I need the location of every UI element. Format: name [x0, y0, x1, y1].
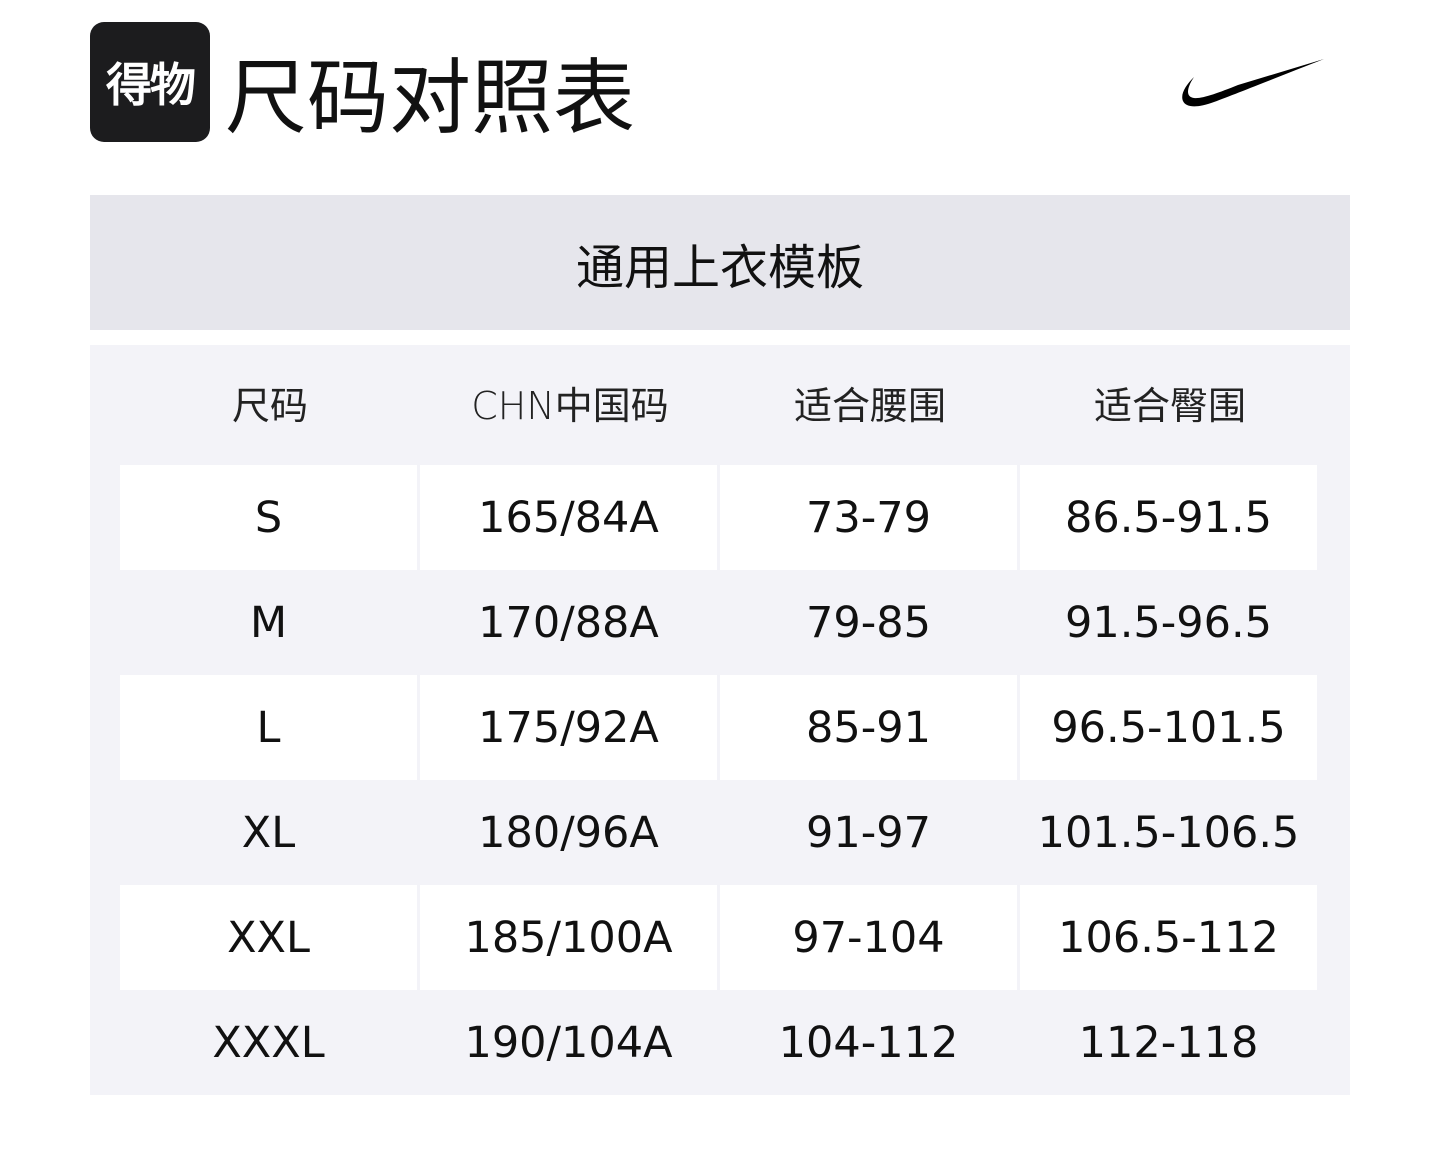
table-cell: 85-91 — [720, 675, 1017, 780]
table-cell: 104-112 — [778, 1017, 959, 1068]
table-cell: 101.5-106.5 — [1037, 807, 1300, 858]
table-cell: 165/84A — [420, 465, 717, 570]
table-row: XXL 185/100A 97-104 106.5-112 — [120, 885, 1320, 990]
page-title: 尺码对照表 — [225, 51, 636, 146]
column-header: 适合腰围 — [793, 384, 946, 428]
table-cell: 73-79 — [720, 465, 1017, 570]
table-cell: 91-97 — [806, 807, 931, 858]
table-cell: 97-104 — [720, 885, 1017, 990]
table-row: L 175/92A 85-91 96.5-101.5 — [120, 675, 1320, 780]
table-row: M 170/88A 79-85 91.5-96.5 — [120, 570, 1320, 675]
table-cell: 185/100A — [420, 885, 717, 990]
table-cell: 91.5-96.5 — [1064, 597, 1272, 648]
nike-swoosh-logo — [1182, 59, 1324, 107]
template-title: 通用上衣模板 — [90, 195, 1350, 330]
table-cell: 86.5-91.5 — [1020, 465, 1317, 570]
table-row: S 165/84A 73-79 86.5-91.5 — [120, 465, 1320, 570]
column-header: 适合臀围 — [1093, 384, 1246, 428]
table-cell: XXXL — [212, 1017, 325, 1068]
table-cell: 96.5-101.5 — [1020, 675, 1317, 780]
table-cell: 79-85 — [806, 597, 931, 648]
table-cell: L — [120, 675, 417, 780]
table-cell: 112-118 — [1078, 1017, 1259, 1068]
table-header: 尺码 CHN中国码 适合腰围 适合臀围 — [120, 345, 1320, 460]
table-cell: XXL — [120, 885, 417, 990]
table-cell: 190/104A — [464, 1017, 673, 1068]
column-header: 尺码 — [231, 384, 308, 428]
table-cell: XL — [241, 807, 296, 858]
table-cell: 106.5-112 — [1020, 885, 1317, 990]
size-table: 尺码 CHN中国码 适合腰围 适合臀围 S 165/84A 73-79 86.5-91… — [90, 345, 1350, 1095]
table-cell: S — [120, 465, 417, 570]
dewu-logo: 得物 — [90, 22, 210, 142]
table-cell: 175/92A — [420, 675, 717, 780]
table-cell: M — [249, 597, 288, 648]
column-header: CHN中国码 — [471, 384, 669, 428]
table-row: XXXL 190/104A 104-112 112-118 — [120, 990, 1320, 1095]
table-cell: 180/96A — [478, 807, 659, 858]
table-row: XL 180/96A 91-97 101.5-106.5 — [120, 780, 1320, 885]
table-cell: 170/88A — [478, 597, 659, 648]
